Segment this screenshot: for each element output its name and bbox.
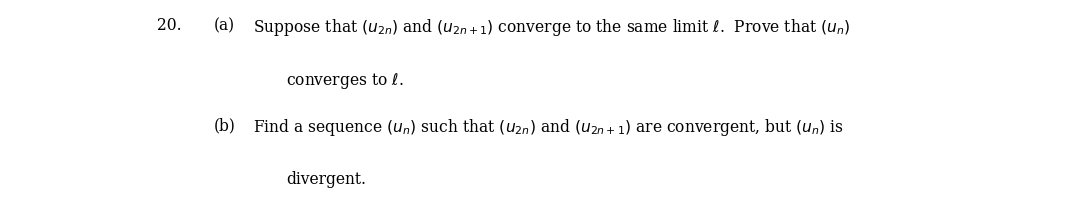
Text: converges to $\ell$.: converges to $\ell$. <box>286 71 404 91</box>
Text: divergent.: divergent. <box>286 171 366 188</box>
Text: (a): (a) <box>214 17 235 34</box>
Text: Suppose that $(u_{2n})$ and $(u_{2n+1})$ converge to the same limit $\ell$.  Pro: Suppose that $(u_{2n})$ and $(u_{2n+1})$… <box>253 17 850 38</box>
Text: 20.: 20. <box>157 17 181 34</box>
Text: (b): (b) <box>214 117 235 134</box>
Text: Find a sequence $(u_n)$ such that $(u_{2n})$ and $(u_{2n+1})$ are convergent, bu: Find a sequence $(u_n)$ such that $(u_{2… <box>253 117 843 138</box>
